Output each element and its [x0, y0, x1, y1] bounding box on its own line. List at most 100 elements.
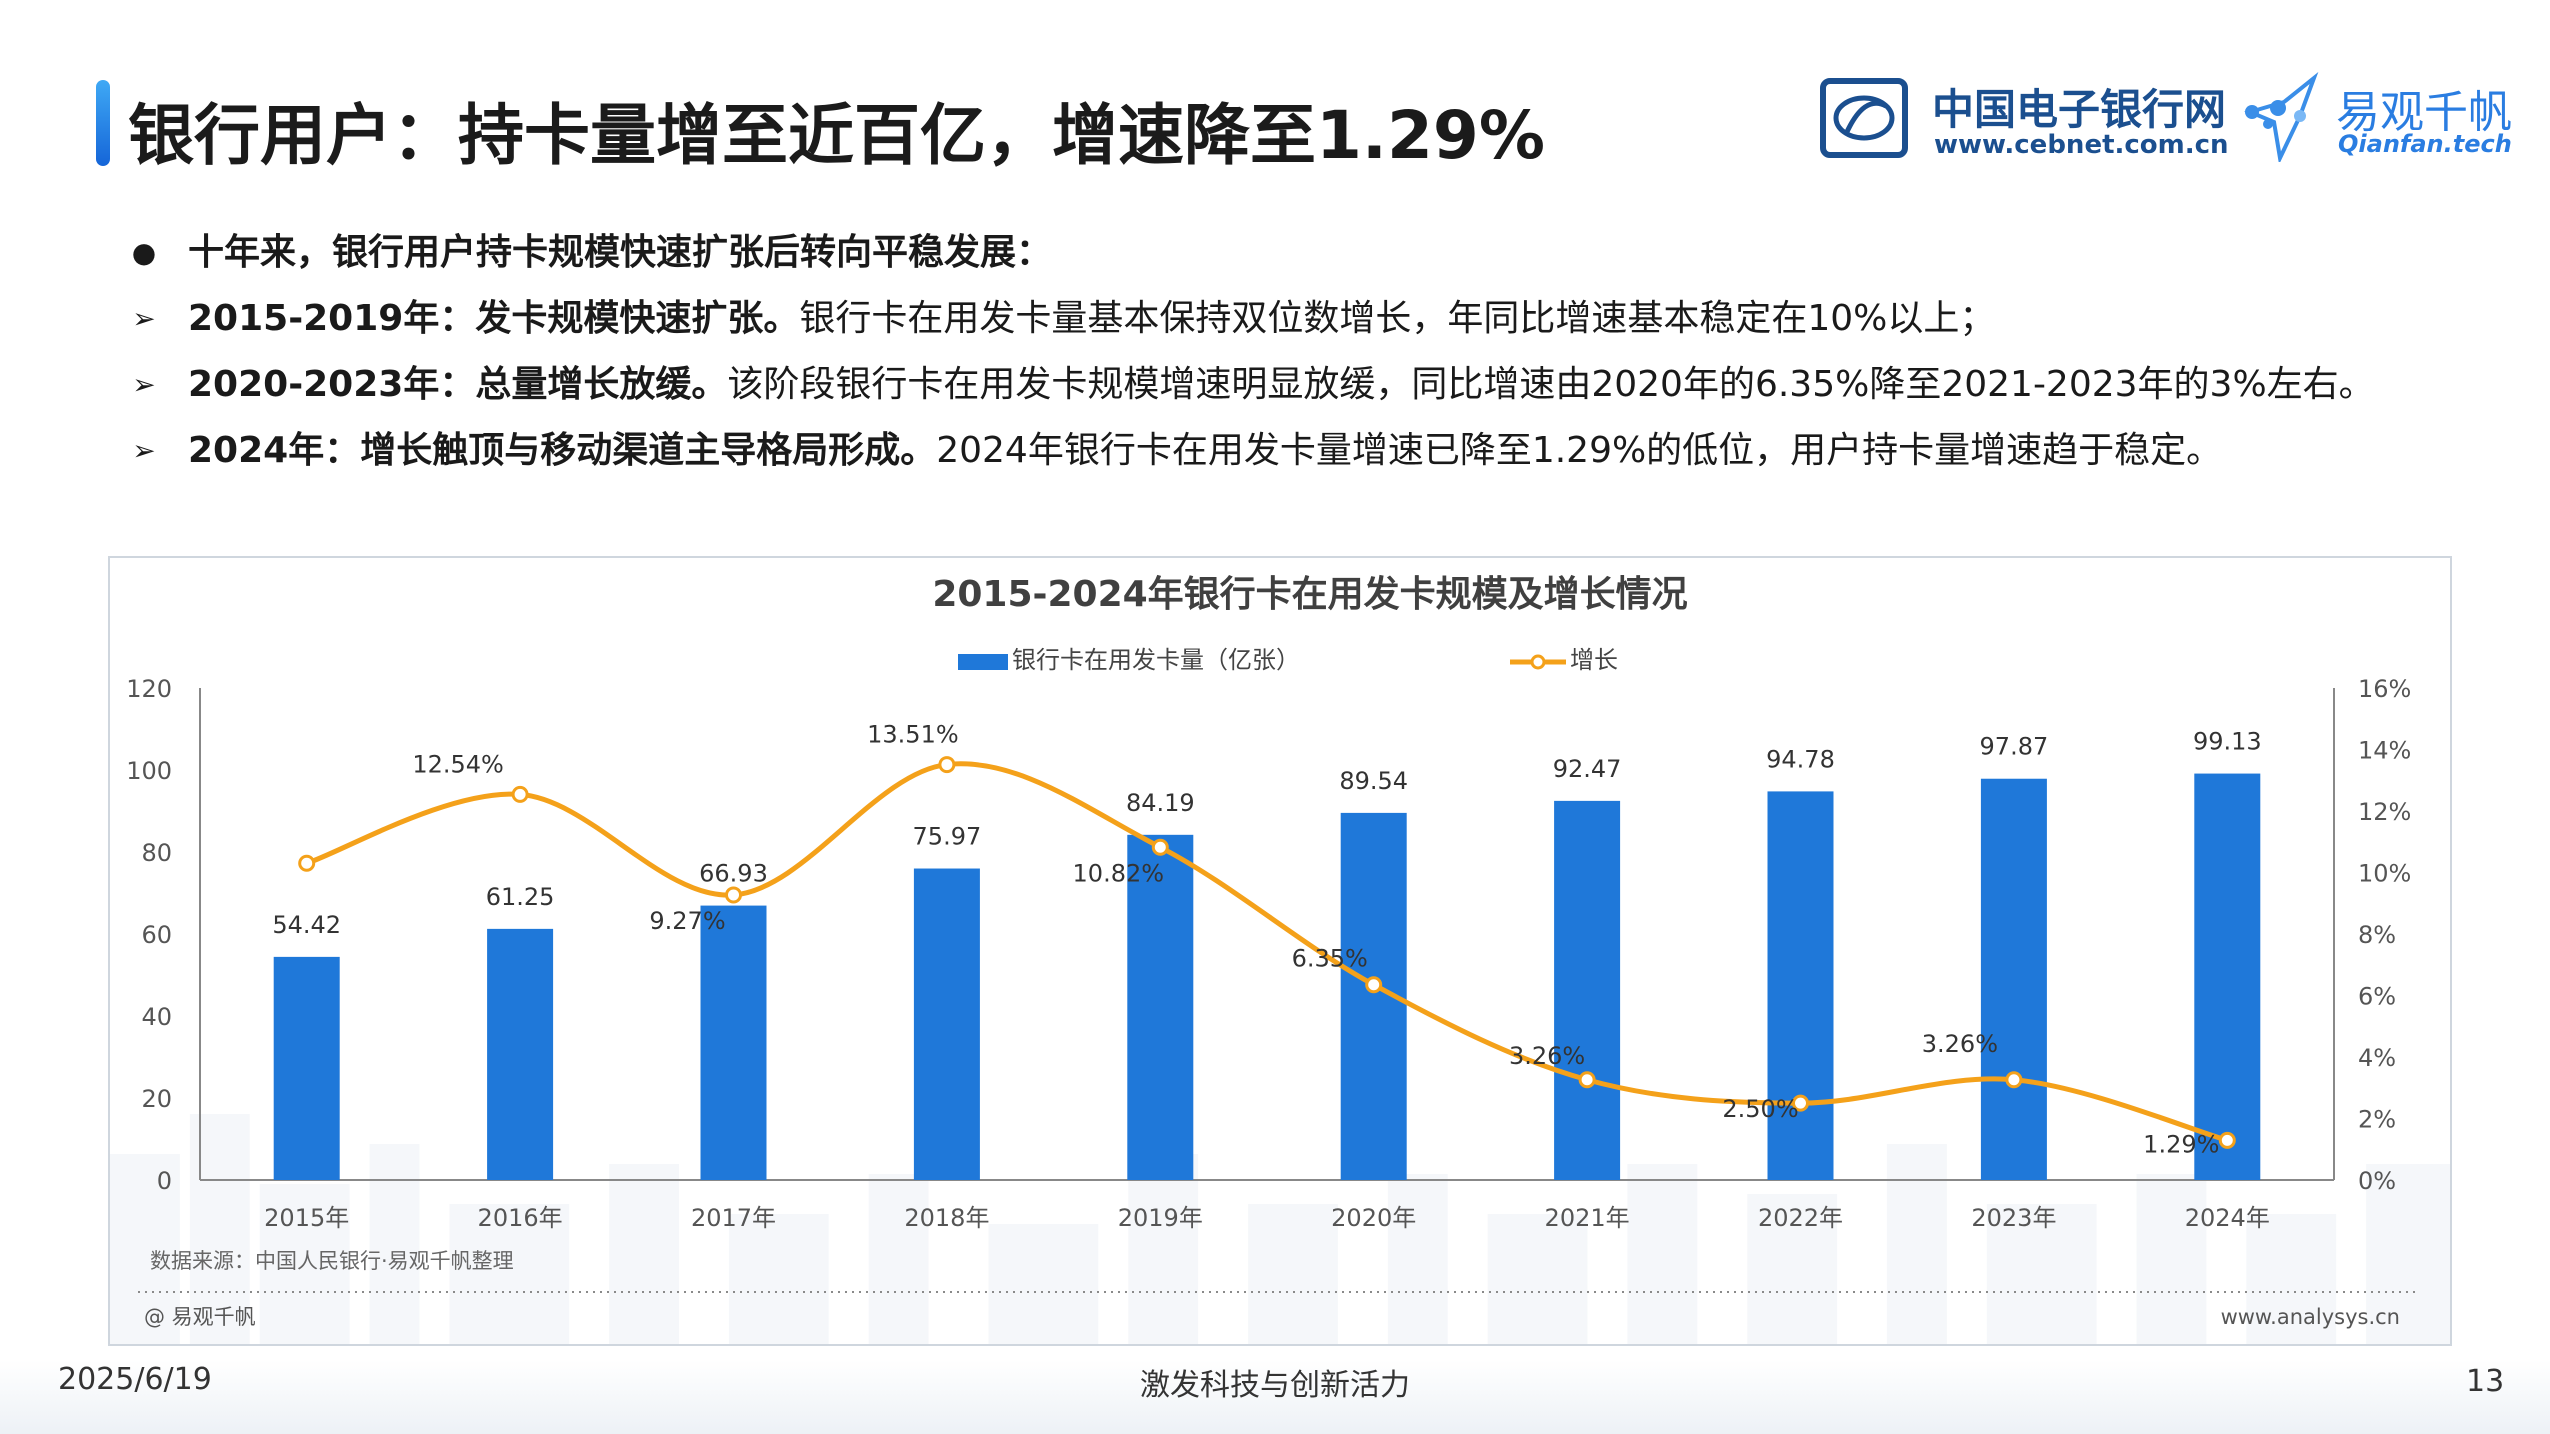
growth-point: [1151, 838, 1169, 856]
bar: [1980, 778, 2047, 1180]
growth-point: [2005, 1071, 2023, 1089]
x-tick-label: 2019年: [1118, 1204, 1203, 1232]
growth-line: [305, 761, 2228, 1143]
growth-value-label: 3.26%: [1509, 1042, 1585, 1070]
growth-point: [1365, 976, 1383, 994]
growth-value-label: 2.50%: [1722, 1095, 1798, 1123]
bullet-item: ➢ 2024年：增长触顶与移动渠道主导格局形成。2024年银行卡在用发卡量增速已…: [124, 428, 2484, 494]
y-right-tick-label: 16%: [2358, 675, 2411, 703]
cebnet-logo-name: 中国电子银行网: [1932, 85, 2227, 134]
footer-strip: [0, 1360, 2550, 1434]
bar: [1767, 791, 1834, 1180]
bar-series: [273, 773, 2261, 1180]
x-tick-label: 2024年: [2185, 1204, 2270, 1232]
bar-value-label: 92.47: [1553, 755, 1622, 783]
y-left-tick-label: 60: [141, 921, 172, 949]
bullet-marker: ➢: [132, 302, 156, 335]
cebnet-logo-url: www.cebnet.com.cn: [1934, 130, 2229, 160]
y-right-tick-label: 8%: [2358, 921, 2396, 949]
y-left-tick-label: 20: [141, 1085, 172, 1113]
y-left-tick-label: 40: [141, 1003, 172, 1031]
growth-value-label: 9.27%: [649, 907, 725, 935]
y-left-tick-label: 0: [157, 1167, 172, 1195]
x-tick-label: 2020年: [1331, 1204, 1416, 1232]
x-tick-label: 2016年: [478, 1204, 563, 1232]
bar-value-label: 61.25: [486, 883, 555, 911]
growth-point: [511, 785, 529, 803]
bullet-marker: ●: [131, 236, 157, 269]
bar-value-label: 75.97: [913, 823, 982, 851]
bar: [913, 868, 980, 1180]
y-right-tick-label: 12%: [2358, 798, 2411, 826]
bullet-heading: 2015-2019年：发卡规模快速扩张。: [188, 298, 800, 339]
qianfan-logo-mark: [2244, 72, 2319, 162]
bullet-item: ➢ 2020-2023年：总量增长放缓。该阶段银行卡在用发卡规模增速明显放缓，同…: [124, 362, 2484, 428]
qianfan-logo-url: Qianfan.tech: [2338, 130, 2512, 158]
summary-bullets: ● 十年来，银行用户持卡规模快速扩张后转向平稳发展： ➢ 2015-2019年：…: [124, 230, 2484, 494]
bullet-heading: 2020-2023年：总量增长放缓。: [188, 364, 728, 405]
y-left-tick-label: 120: [126, 675, 172, 703]
bullet-text: 银行卡在用发卡量基本保持双位数增长，年同比增速基本稳定在10%以上；: [799, 298, 1996, 339]
growth-value-label: 6.35%: [1292, 945, 1368, 973]
chart-site: www.analysys.cn: [2221, 1305, 2400, 1329]
bullet-heading: 十年来，银行用户持卡规模快速扩张后转向平稳发展：: [188, 232, 1053, 273]
bar-value-label: 99.13: [2193, 728, 2262, 756]
bullet-item: ➢ 2015-2019年：发卡规模快速扩张。银行卡在用发卡量基本保持双位数增长，…: [124, 296, 2484, 362]
cebnet-logo: 中国电子银行网 www.cebnet.com.cn: [1820, 78, 2229, 160]
bar-value-label: 94.78: [1766, 745, 1835, 773]
x-tick-label: 2023年: [1971, 1204, 2056, 1232]
growth-point: [2218, 1131, 2236, 1149]
y-right-tick-label: 0%: [2358, 1167, 2396, 1195]
page-number: 13: [2466, 1364, 2505, 1399]
y-left-tick-label: 100: [126, 757, 172, 785]
growth-value-label: 10.82%: [1073, 859, 1165, 887]
data-labels: 54.42 61.25 66.93 75.97 84.19 89.54 92.47 94.78…: [272, 721, 2261, 1159]
bar-value-label: 66.93: [699, 860, 768, 888]
x-tick-label: 2018年: [904, 1204, 989, 1232]
chart-source: 数据来源：中国人民银行·易观千帆整理: [150, 1249, 514, 1273]
bar: [700, 905, 767, 1180]
y-right-tick-label: 2%: [2358, 1106, 2396, 1134]
legend-line-marker: [1530, 654, 1546, 670]
chart-axes: 0 20 40 60 80 100 120 0% 2% 4% 6% 8% 10% 12% 14% 16% 201…: [126, 675, 2411, 1232]
growth-point: [298, 854, 316, 872]
bar: [273, 956, 340, 1180]
x-tick-label: 2022年: [1758, 1204, 1843, 1232]
bullet-marker: ➢: [132, 434, 156, 467]
bullet-text: 该阶段银行卡在用发卡规模增速明显放缓，同比增速由2020年的6.35%降至202…: [727, 364, 2375, 405]
qianfan-logo: 易观千帆 Qianfan.tech: [2240, 72, 2540, 162]
bullet-heading: 2024年：增长触顶与移动渠道主导格局形成。: [188, 430, 937, 471]
bar: [2194, 773, 2261, 1180]
y-left-tick-label: 80: [141, 839, 172, 867]
growth-value-label: 3.26%: [1922, 1030, 1998, 1058]
page-title: 银行用户：持卡量增至近百亿，增速降至1.29%: [128, 97, 1545, 174]
bullet-text: 2024年银行卡在用发卡量增速已降至1.29%的低位，用户持卡量增速趋于稳定。: [936, 430, 2223, 471]
growth-point: [725, 886, 742, 904]
growth-point: [1578, 1071, 1596, 1089]
qianfan-logo-name: 易观千帆: [2336, 87, 2512, 138]
footer-slogan: 激发科技与创新活力: [1140, 1368, 1410, 1403]
bar: [487, 928, 554, 1180]
bar: [1127, 834, 1194, 1180]
x-tick-label: 2017年: [691, 1204, 776, 1232]
legend-bar-swatch: [958, 654, 1008, 670]
growth-point: [1792, 1094, 1809, 1112]
legend-bar-label: 银行卡在用发卡量（亿张）: [1012, 646, 1300, 674]
legend-line-label: 增长: [1570, 646, 1618, 674]
bar-value-label: 84.19: [1126, 789, 1195, 817]
growth-point: [938, 756, 956, 774]
bullet-marker: ➢: [132, 368, 156, 401]
growth-value-label: 12.54%: [412, 750, 504, 778]
bar-value-label: 97.87: [1980, 733, 2049, 761]
cebnet-logo-mark: [1820, 78, 1908, 158]
y-right-tick-label: 4%: [2358, 1044, 2396, 1072]
line-series: [298, 756, 2236, 1149]
x-tick-label: 2015年: [264, 1204, 349, 1232]
y-right-tick-label: 6%: [2358, 983, 2396, 1011]
growth-value-label: 1.29%: [2143, 1130, 2219, 1158]
y-right-tick-label: 10%: [2358, 860, 2411, 888]
chart-brand: @ 易观千帆: [144, 1305, 256, 1329]
footer-date: 2025/6/19: [58, 1362, 212, 1397]
bar-value-label: 89.54: [1339, 767, 1408, 795]
chart-title: 2015-2024年银行卡在用发卡规模及增长情况: [932, 574, 1687, 615]
